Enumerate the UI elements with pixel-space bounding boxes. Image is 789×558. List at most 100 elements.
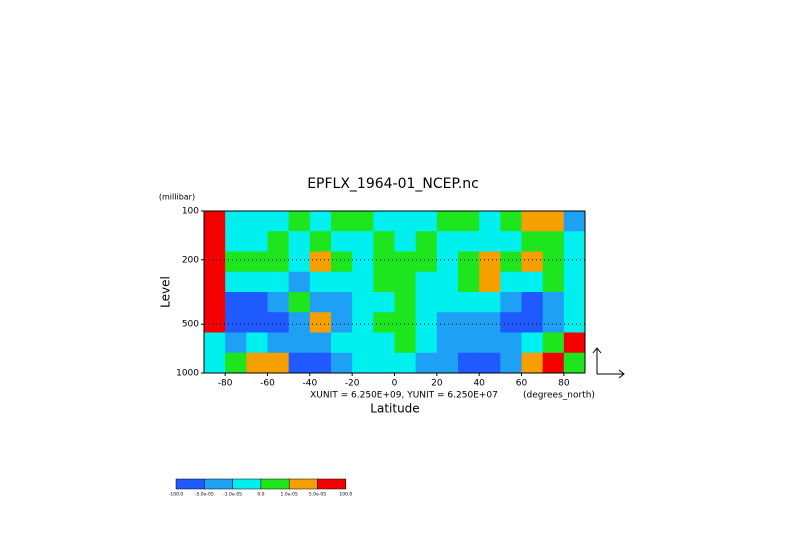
field-cell — [225, 312, 247, 333]
field-cell — [415, 211, 438, 232]
field-cell — [352, 332, 374, 354]
x-tick-label: -40 — [302, 379, 317, 389]
field-cell — [331, 352, 353, 374]
field-cell — [246, 211, 268, 232]
field-cell — [415, 271, 438, 293]
x-axis-label: Latitude — [370, 402, 419, 416]
field-cell — [267, 271, 290, 293]
field-cell — [479, 312, 501, 333]
field-cell — [309, 251, 332, 273]
reference-arrow — [592, 347, 625, 379]
field-cell — [394, 231, 417, 252]
field-cell — [246, 292, 268, 313]
field-cell — [458, 231, 480, 252]
field-cell — [246, 352, 268, 374]
x-tick-label: -60 — [260, 379, 275, 389]
field-cell — [563, 292, 586, 313]
colorbar-box — [288, 478, 318, 490]
field-cell — [542, 292, 565, 313]
field-cell — [288, 292, 311, 313]
field-cell — [331, 231, 353, 252]
field-cell — [373, 271, 395, 293]
field-cell — [225, 271, 247, 293]
field-cell — [309, 292, 332, 313]
field-cell — [458, 312, 480, 333]
field-cell — [204, 292, 226, 313]
x-tick-label: 80 — [558, 379, 570, 389]
annotation: XUNIT = 6.250E+09, YUNIT = 6.250E+07 — [310, 391, 498, 401]
field-cell — [267, 231, 290, 252]
field-cell — [246, 271, 268, 293]
field-cell — [458, 211, 480, 232]
field-cell — [415, 251, 438, 273]
field-cell — [563, 251, 586, 273]
colorbar-label: 5.0e-05 — [309, 492, 326, 498]
field-cell — [479, 251, 501, 273]
colorbar-label: -5.0e-05 — [195, 492, 214, 498]
field-cell — [225, 332, 247, 354]
field-cell — [331, 332, 353, 354]
field-cell — [394, 332, 417, 354]
field-cell — [352, 271, 374, 293]
field-cell — [352, 292, 374, 313]
field-cell — [521, 352, 544, 374]
field-cell — [309, 231, 332, 252]
field-cell — [521, 292, 544, 313]
field-cell — [479, 292, 501, 313]
y-axis-label: Level — [159, 276, 173, 308]
field-cell — [352, 352, 374, 374]
colorbar-box — [175, 478, 205, 490]
field-cell — [246, 231, 268, 252]
field-cell — [309, 312, 332, 333]
field-cell — [479, 211, 501, 232]
field-cell — [479, 231, 501, 252]
field-cell — [563, 211, 586, 232]
field-cell — [394, 251, 417, 273]
field-cell — [352, 211, 374, 232]
colorbar-label: 0.0 — [257, 492, 264, 498]
y-tick-label: 200 — [182, 255, 199, 265]
plot-area — [203, 210, 586, 374]
field-cell — [436, 312, 459, 333]
x-tick-label: -80 — [218, 379, 233, 389]
field-cell — [500, 271, 522, 293]
field-cell — [521, 251, 544, 273]
field-cell — [415, 231, 438, 252]
field-cell — [267, 211, 290, 232]
field-cell — [436, 211, 459, 232]
field-cell — [394, 312, 417, 333]
field-cell — [373, 251, 395, 273]
field-cell — [479, 352, 501, 374]
field-cell — [436, 231, 459, 252]
field-cell — [267, 352, 290, 374]
field-cell — [521, 231, 544, 252]
x-tick-label: 40 — [473, 379, 485, 389]
colorbar-box — [260, 478, 290, 490]
field-cell — [436, 332, 459, 354]
field-cell — [542, 332, 565, 354]
field-cell — [288, 312, 311, 333]
field-cell — [352, 251, 374, 273]
field-cell — [563, 231, 586, 252]
field-cell — [436, 271, 459, 293]
field-cell — [500, 312, 522, 333]
field-cell — [521, 211, 544, 232]
field-cell — [436, 292, 459, 313]
field-cell — [373, 312, 395, 333]
field-cell — [542, 231, 565, 252]
chart-title: EPFLX_1964-01_NCEP.nc — [307, 176, 479, 192]
field-cell — [373, 231, 395, 252]
field-cell — [415, 312, 438, 333]
field-cell — [563, 332, 586, 354]
field-cell — [331, 211, 353, 232]
field-cell — [458, 292, 480, 313]
field-cell — [542, 352, 565, 374]
field-cell — [309, 211, 332, 232]
field-cell — [436, 352, 459, 374]
field-cell — [394, 271, 417, 293]
field-cell — [563, 352, 586, 374]
field-cell — [352, 312, 374, 333]
field-cell — [415, 332, 438, 354]
field-cell — [394, 211, 417, 232]
field-cell — [415, 352, 438, 374]
